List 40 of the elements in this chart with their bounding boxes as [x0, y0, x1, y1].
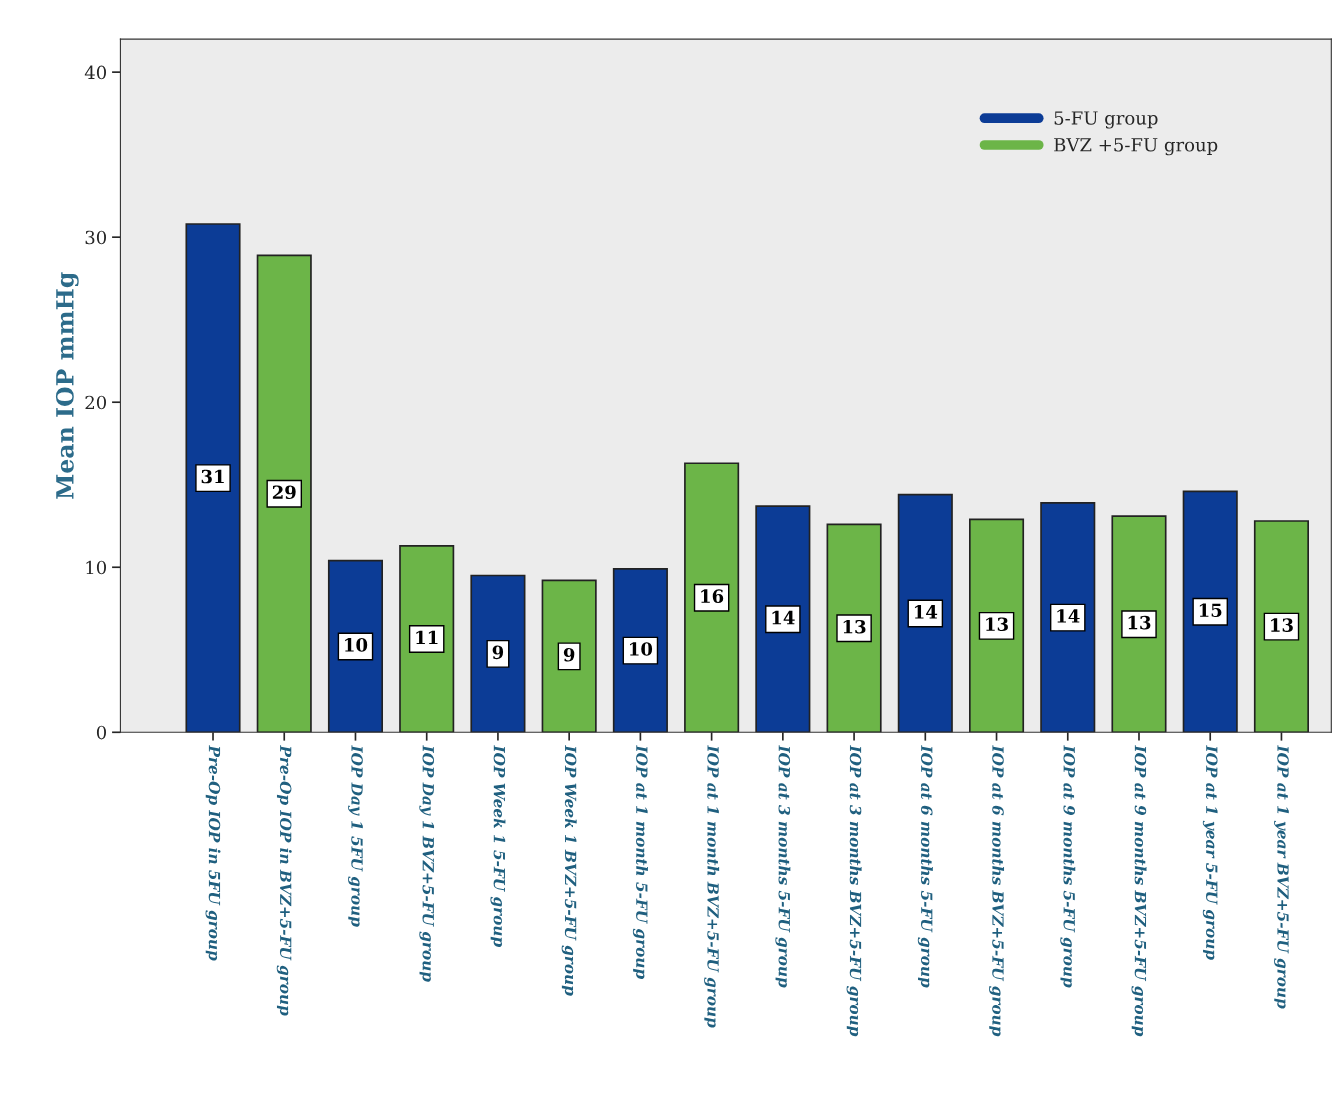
x-tick-label: IOP Week 1 BVZ+5-FU group	[561, 745, 577, 996]
data-label: 13	[986, 617, 1008, 632]
x-tick-label: IOP Day 1 BVZ+5-FU group	[419, 745, 435, 982]
data-label: 29	[272, 485, 296, 500]
x-tick-label: IOP at 1 year BVZ+5-FU group	[1274, 745, 1289, 1009]
x-tick-label: IOP at 1 month 5-FU group	[632, 745, 648, 979]
data-label: 9	[492, 645, 504, 660]
data-label: 13	[843, 619, 866, 634]
x-tick-label: Pre-Op IOP in BVZ+5-FU group	[276, 745, 292, 1016]
data-label: 14	[1057, 609, 1080, 623]
legend-label: BVZ +5-FU group	[1054, 138, 1218, 156]
data-label: 13	[1128, 615, 1151, 630]
y-tick-label: 30	[85, 230, 107, 245]
x-tick-label: IOP at 9 months 5-FU group	[1060, 745, 1076, 988]
y-tick-label: 0	[96, 725, 107, 740]
y-tick-label: 40	[84, 65, 107, 80]
data-label: 14	[914, 605, 938, 619]
data-label: 14	[772, 610, 795, 625]
data-label: 13	[1271, 618, 1293, 632]
x-tick-label: IOP at 1 month BVZ+5-FU group	[704, 745, 720, 1028]
x-tick-label: IOP at 3 months 5-FU group	[775, 745, 791, 988]
data-label: 10	[630, 642, 653, 656]
data-label: 11	[416, 630, 438, 645]
data-label: 16	[701, 589, 724, 604]
data-label: 15	[1199, 603, 1222, 618]
y-axis-title: Mean IOP mmHg	[55, 272, 79, 499]
legend-label: 5-FU group	[1054, 111, 1158, 129]
x-tick-label: Pre-Op IOP in 5FU group	[205, 745, 221, 961]
x-tick-label: IOP at 1 year 5-FU group	[1202, 745, 1218, 960]
x-tick-label: IOP at 6 months BVZ+5-FU group	[989, 745, 1005, 1037]
data-label: 31	[201, 469, 224, 484]
y-tick-label: 20	[85, 395, 107, 410]
x-tick-label: IOP Week 1 5-FU group	[490, 745, 506, 947]
x-tick-label: IOP at 6 months 5-FU group	[917, 745, 933, 988]
x-tick-label: IOP Day 1 5FU group	[348, 745, 363, 927]
x-tick-label: IOP at 3 months BVZ+5-FU group	[846, 745, 862, 1037]
data-label: 10	[345, 638, 368, 652]
data-label: 9	[563, 647, 575, 662]
x-tick-label: IOP at 9 months BVZ+5-FU group	[1131, 745, 1147, 1037]
y-tick-label: 10	[86, 560, 107, 575]
